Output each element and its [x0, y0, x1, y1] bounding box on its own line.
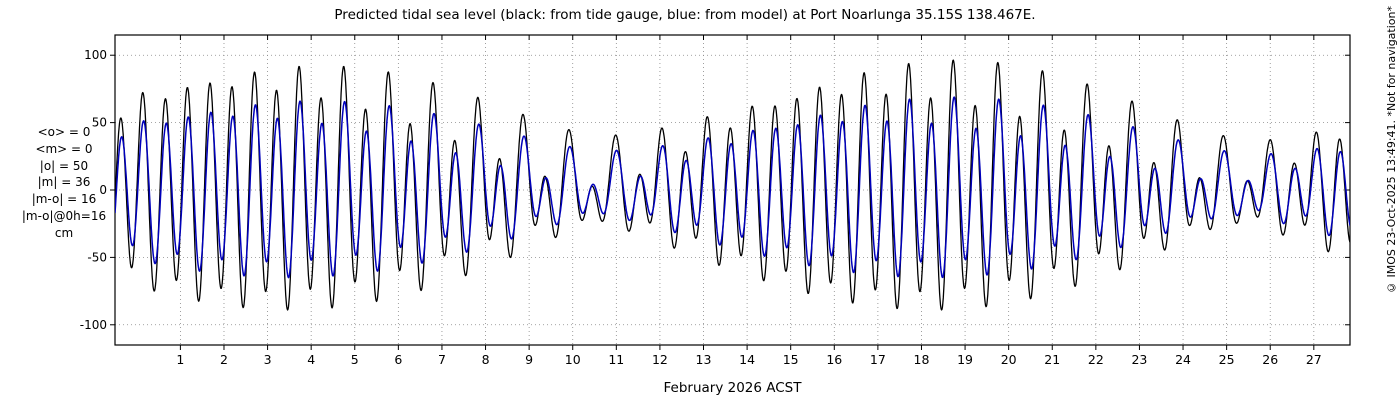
x-tick-label: 9: [525, 352, 533, 367]
x-tick-label: 18: [914, 352, 930, 367]
chart-title: Predicted tidal sea level (black: from t…: [334, 7, 1036, 23]
x-tick-label: 12: [652, 352, 668, 367]
x-axis-label: February 2026 ACST: [663, 380, 802, 396]
x-tick-label: 15: [783, 352, 799, 367]
x-tick-label: 8: [482, 352, 490, 367]
stat-mean-model: <m> = 0: [35, 141, 93, 156]
x-tick-label: 25: [1219, 352, 1235, 367]
stat-abs-observed: |o| = 50: [39, 158, 89, 173]
y-tick-label: 0: [99, 183, 107, 197]
x-tick-label: 1: [176, 352, 184, 367]
x-tick-label: 20: [1001, 352, 1017, 367]
x-tick-label: 21: [1044, 352, 1060, 367]
y-tick-label: 50: [92, 116, 107, 130]
y-tick-label: -50: [87, 250, 107, 264]
x-tick-label: 19: [957, 352, 973, 367]
x-tick-label: 27: [1306, 352, 1322, 367]
model-tide-line: [115, 96, 1350, 279]
stat-abs-diff: |m-o| = 16: [31, 192, 97, 207]
x-tick-label: 16: [826, 352, 842, 367]
x-tick-label: 10: [565, 352, 581, 367]
x-tick-label: 22: [1088, 352, 1104, 367]
observed-tide-line: [115, 59, 1350, 311]
stat-abs-model: |m| = 36: [37, 175, 91, 190]
x-tick-label: 17: [870, 352, 886, 367]
x-tick-label: 3: [264, 352, 272, 367]
x-tick-label: 11: [608, 352, 624, 367]
x-tick-label: 14: [739, 352, 755, 367]
x-tick-label: 13: [696, 352, 712, 367]
stats-block: <o> = 0 <m> = 0 |o| = 50 |m| = 36 |m-o| …: [14, 124, 114, 242]
watermark-vertical-text: © IMOS 23-Oct-2025 13:49:41. *Not for na…: [1382, 0, 1400, 400]
x-tick-label: 2: [220, 352, 228, 367]
stat-units: cm: [54, 225, 74, 240]
x-tick-label: 23: [1131, 352, 1147, 367]
plot-frame: [114, 34, 1351, 346]
x-tick-label: 26: [1262, 352, 1278, 367]
x-tick-label: 7: [438, 352, 446, 367]
stat-abs-diff-0h: |m-o|@0h=16: [21, 208, 107, 223]
watermark-text: © IMOS 23-Oct-2025 13:49:41. *Not for na…: [1384, 6, 1398, 294]
x-tick-label: 4: [307, 352, 315, 367]
x-tick-label: 24: [1175, 352, 1191, 367]
y-tick-label: -100: [80, 318, 107, 332]
y-tick-label: 100: [84, 48, 107, 62]
stat-mean-observed: <o> = 0: [37, 125, 91, 139]
x-tick-label: 6: [394, 352, 402, 367]
x-tick-label: 5: [351, 352, 359, 367]
